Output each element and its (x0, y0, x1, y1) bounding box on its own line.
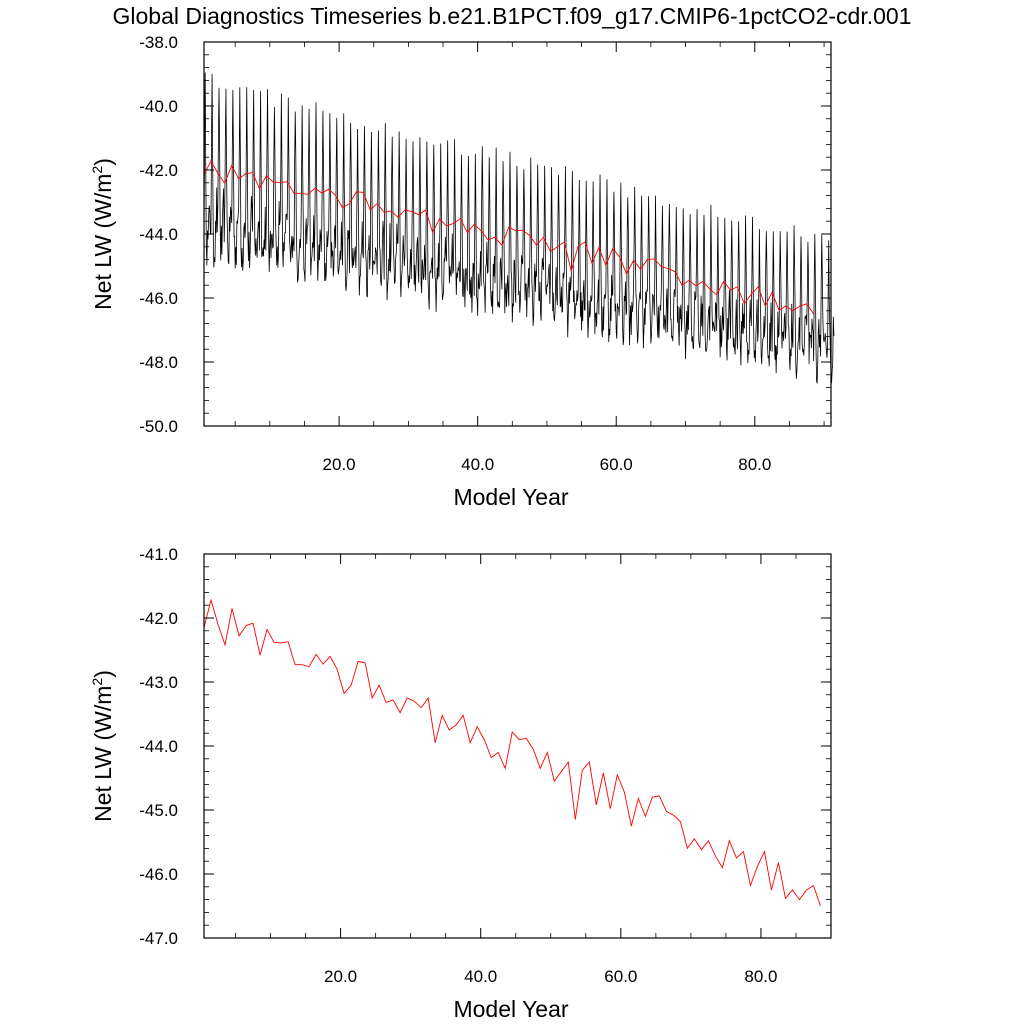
bottom-xtick-label: 20.0 (324, 967, 357, 986)
top-ytick-label: -46.0 (139, 289, 178, 308)
top-tick-layer: -38.0 -40.0 -42.0 -44.0 -46.0 -48.0 -50.0 20.0 4… (139, 33, 831, 474)
top-ytick-label: -48.0 (139, 353, 178, 372)
bottom-x-axis-label: Model Year (453, 996, 568, 1022)
bottom-ytick-label: -43.0 (139, 673, 178, 692)
top-ytick-label: -50.0 (139, 417, 178, 436)
top-x-axis-label: Model Year (453, 484, 568, 510)
top-xtick-label: 40.0 (461, 455, 494, 474)
top-ytick-label: -44.0 (139, 225, 178, 244)
bottom-series-annual (203, 598, 821, 907)
top-ytick-label: -38.0 (139, 33, 178, 52)
top-series-annual (203, 160, 815, 315)
bottom-ytick-label: -45.0 (139, 801, 178, 820)
bottom-y-axis-label: Net LW (W/m2) (89, 670, 116, 822)
top-series-monthly (203, 72, 835, 384)
bottom-plot-frame (203, 553, 832, 939)
top-ytick-label: -40.0 (139, 97, 178, 116)
bottom-xtick-label: 80.0 (744, 967, 777, 986)
bottom-tick-layer: -41.0 -42.0 -43.0 -44.0 -45.0 -46.0 -47.0 20.0 4… (139, 545, 831, 986)
bottom-ytick-label: -41.0 (139, 545, 178, 564)
top-series-layer (203, 72, 835, 384)
bottom-ytick-label: -47.0 (139, 929, 178, 948)
top-y-axis-label: Net LW (W/m2) (89, 158, 116, 310)
top-ytick-label: -42.0 (139, 161, 178, 180)
bottom-xtick-label: 40.0 (464, 967, 497, 986)
bottom-panel: -41.0 -42.0 -43.0 -44.0 -45.0 -46.0 -47.0 20.0 4… (89, 545, 832, 1022)
bottom-series-layer (203, 598, 821, 907)
top-xtick-label: 20.0 (323, 455, 356, 474)
top-xtick-label: 60.0 (600, 455, 633, 474)
bottom-ytick-label: -42.0 (139, 609, 178, 628)
bottom-ytick-label: -44.0 (139, 737, 178, 756)
figure-title: Global Diagnostics Timeseries b.e21.B1PC… (112, 3, 911, 29)
bottom-xtick-label: 60.0 (604, 967, 637, 986)
bottom-ytick-label: -46.0 (139, 865, 178, 884)
top-xtick-label: 80.0 (738, 455, 771, 474)
top-panel: -38.0 -40.0 -42.0 -44.0 -46.0 -48.0 -50.0 20.0 4… (89, 33, 835, 510)
